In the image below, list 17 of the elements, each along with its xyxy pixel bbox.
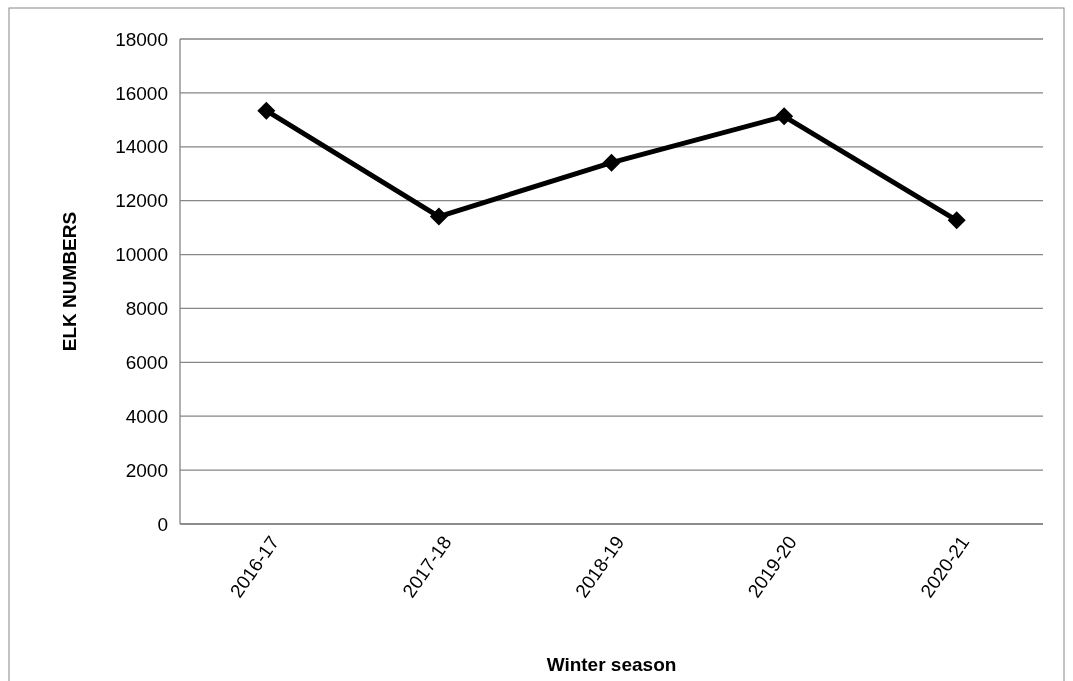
point [775, 107, 794, 126]
point [602, 153, 621, 172]
y-tick-label: 10000 [115, 244, 168, 266]
x-axis-title: Winter season [546, 654, 677, 675]
y-tick-label: 18000 [115, 28, 168, 50]
y-tick-label: 14000 [115, 136, 168, 158]
y-axis-title: ELK NUMBERS [59, 211, 80, 352]
y-tick-label: 12000 [115, 190, 168, 212]
y-tick-label: 2000 [125, 459, 168, 481]
y-tick-label: 6000 [125, 351, 168, 373]
point [257, 101, 276, 120]
y-tick-label: 0 [157, 513, 168, 535]
y-tick-label: 16000 [115, 82, 168, 104]
point [947, 211, 966, 230]
point [429, 207, 448, 226]
y-tick-label: 8000 [125, 298, 168, 320]
y-tick-label: 4000 [125, 405, 168, 427]
